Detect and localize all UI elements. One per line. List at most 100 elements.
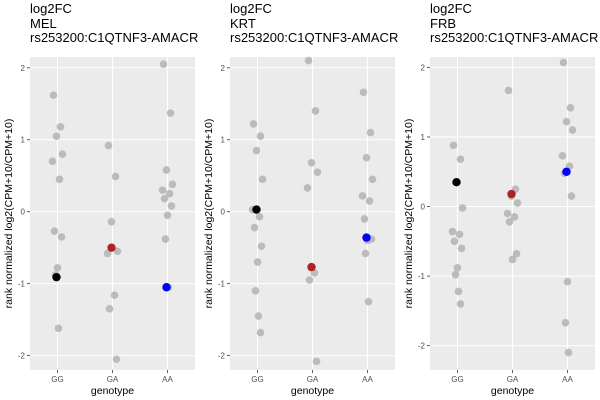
data-point-gg — [448, 227, 457, 236]
y-tick-label: 1 — [421, 133, 426, 142]
data-point-gg — [450, 237, 459, 246]
data-point-aa — [562, 117, 571, 126]
data-point-gg — [458, 204, 467, 212]
y-axis-label: rank normalized log2(CPM+10/CPM+10) — [203, 119, 215, 309]
data-point-gg — [255, 212, 264, 221]
data-point-ga — [504, 86, 513, 95]
x-tick-label-aa: AA — [362, 375, 373, 384]
y-tick-label: 0 — [421, 203, 426, 212]
data-point-aa — [167, 202, 176, 210]
data-point-gg — [55, 175, 64, 184]
data-point-ga — [505, 218, 514, 226]
data-point-ga — [111, 172, 120, 181]
data-point-ga — [107, 217, 116, 226]
data-point-gg — [456, 300, 465, 308]
data-point-aa — [364, 297, 373, 306]
data-point-gg — [253, 258, 262, 266]
data-point-aa — [163, 211, 172, 220]
data-point-ga — [105, 305, 114, 313]
data-point-gg — [449, 141, 458, 150]
title-line-1: log2FC — [30, 1, 72, 16]
data-point-aa — [559, 58, 568, 67]
x-axis-label: genotype — [291, 385, 334, 397]
x-tick-label-ga: GA — [307, 375, 319, 384]
data-point-aa — [366, 128, 375, 137]
y-tick-label: 1 — [221, 136, 226, 145]
data-point-gg — [256, 328, 265, 337]
y-tick-label: 2 — [21, 64, 26, 73]
data-point-aa — [563, 277, 572, 286]
data-point-ga — [508, 255, 517, 264]
x-tick-label-ga: GA — [107, 375, 119, 384]
data-point-ga — [305, 276, 314, 284]
data-point-aa — [166, 109, 175, 117]
highlight-point-gg — [452, 178, 461, 187]
data-point-gg — [454, 287, 463, 296]
data-point-aa — [161, 235, 170, 243]
data-point-aa — [564, 348, 573, 357]
y-tick-label: 0 — [221, 208, 226, 217]
data-point-gg — [57, 233, 66, 241]
data-point-gg — [52, 132, 61, 140]
data-point-ga — [104, 141, 113, 150]
scatter-plot: -2 -1 0 1 2 GG GA AA genotype rank normalized log… — [3, 57, 195, 397]
data-point-aa — [158, 186, 167, 194]
x-tick-label-ga: GA — [507, 375, 519, 384]
y-tick-label: 2 — [421, 63, 426, 72]
data-point-gg — [54, 324, 63, 333]
data-point-gg — [456, 155, 465, 164]
data-point-gg — [256, 132, 265, 140]
data-point-aa — [558, 151, 567, 160]
title-line-3: rs253200:C1QTNF3-AMACR — [30, 30, 199, 45]
y-axis-label: rank normalized log2(CPM+10/CPM+10) — [403, 119, 415, 309]
y-tick-label: 0 — [21, 208, 26, 217]
data-point-ga — [512, 250, 521, 258]
data-point-gg — [58, 150, 67, 158]
data-point-gg — [254, 312, 263, 320]
data-point-aa — [362, 153, 371, 162]
x-tick-label-aa: AA — [562, 375, 573, 384]
x-tick-label-gg: GG — [51, 375, 63, 384]
title-line-1: log2FC — [430, 1, 472, 16]
data-point-aa — [358, 192, 367, 200]
highlight-point-aa — [562, 167, 571, 176]
data-point-gg — [457, 244, 466, 253]
chart-panel-krt: log2FC KRT rs253200:C1QTNF3-AMACR -2 -1 0 1… — [200, 0, 400, 400]
data-point-aa — [568, 126, 577, 134]
highlight-point-ga — [507, 189, 516, 199]
data-point-gg — [49, 91, 58, 99]
data-point-aa — [561, 318, 570, 327]
panel-title: log2FC MEL rs253200:C1QTNF3-AMACR — [30, 2, 198, 46]
x-tick-label-aa: AA — [162, 375, 173, 384]
data-point-ga — [110, 291, 119, 299]
data-point-aa — [160, 194, 169, 203]
data-point-gg — [250, 223, 259, 232]
highlight-point-ga — [107, 243, 116, 252]
x-axis-label: genotype — [491, 385, 534, 397]
y-axis-label: rank normalized log2(CPM+10/CPM+10) — [3, 119, 15, 309]
panel-title: log2FC KRT rs253200:C1QTNF3-AMACR — [230, 2, 398, 46]
y-tick-label: -1 — [418, 272, 426, 281]
x-tick-label-gg: GG — [451, 375, 463, 384]
data-point-aa — [162, 166, 171, 174]
y-tick-label: 1 — [21, 136, 26, 145]
title-line-2: MEL — [30, 15, 57, 31]
data-point-gg — [455, 230, 464, 239]
title-line-2: FRB — [430, 15, 456, 31]
chart-panel-frb: log2FC FRB rs253200:C1QTNF3-AMACR -2 -1 0 1… — [400, 0, 600, 400]
data-point-aa — [359, 88, 368, 97]
data-point-ga — [103, 249, 112, 258]
data-point-aa — [566, 103, 575, 112]
data-point-gg — [252, 146, 261, 155]
data-point-gg — [453, 263, 462, 272]
data-point-gg — [258, 175, 267, 184]
data-point-gg — [257, 242, 266, 251]
data-point-gg — [53, 264, 62, 272]
data-point-ga — [312, 357, 321, 366]
data-point-aa — [168, 180, 177, 189]
title-line-3: rs253200:C1QTNF3-AMACR — [430, 30, 599, 45]
highlight-point-gg — [52, 272, 61, 282]
highlight-point-aa — [362, 233, 371, 242]
x-tick-label-gg: GG — [251, 375, 263, 384]
data-point-aa — [159, 60, 168, 68]
